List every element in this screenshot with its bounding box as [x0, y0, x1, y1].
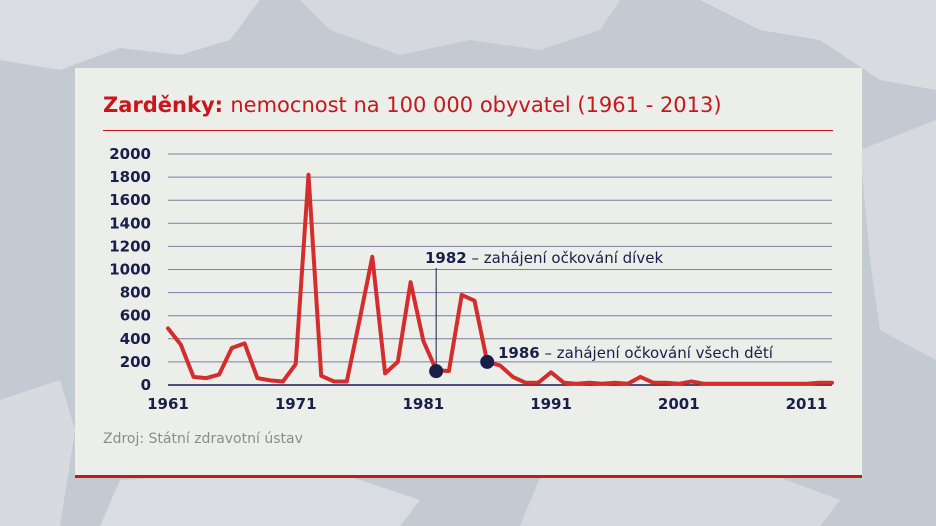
y-tick-label: 1000 — [109, 261, 151, 279]
y-tick-label: 1400 — [109, 214, 151, 232]
bottom-rule — [75, 475, 862, 478]
annotation-text: – zahájení očkování všech dětí — [540, 344, 774, 362]
x-tick-label: 2001 — [658, 395, 700, 413]
x-tick-label: 1981 — [403, 395, 445, 413]
annotation-year: 1982 — [425, 249, 467, 267]
source-note: Zdroj: Státní zdravotní ústav — [103, 431, 303, 447]
annotation-marker — [429, 364, 444, 379]
y-tick-label: 200 — [120, 353, 151, 371]
y-tick-label: 1600 — [109, 191, 151, 209]
x-tick-label: 2011 — [786, 395, 828, 413]
chart-svg: 0 200 400 600 800 1000 1200 1400 1600 1800 2000 196… — [109, 145, 834, 413]
y-tick-label: 600 — [120, 307, 151, 325]
annotation-text: – zahájení očkování dívek — [467, 249, 664, 267]
title-bold: Zarděnky: — [103, 93, 224, 117]
x-tick-label: 1991 — [530, 395, 572, 413]
annotation-label: 1982 – zahájení očkování dívek — [425, 249, 663, 267]
chart-title: Zarděnky: nemocnost na 100 000 obyvatel … — [103, 93, 722, 117]
y-tick-label: 0 — [141, 376, 151, 394]
annotation-label: 1986 – zahájení očkování všech dětí — [498, 344, 774, 362]
title-rest: nemocnost na 100 000 obyvatel (1961 - 20… — [230, 93, 722, 117]
y-tick-label: 2000 — [109, 145, 151, 163]
series-line — [166, 172, 834, 386]
annotation-year: 1986 — [498, 344, 540, 362]
y-tick-label: 400 — [120, 330, 151, 348]
x-tick-label: 1961 — [147, 395, 189, 413]
y-tick-label: 1800 — [109, 168, 151, 186]
y-tick-label: 1200 — [109, 237, 151, 255]
chart-panel: Zarděnky: nemocnost na 100 000 obyvatel … — [75, 68, 862, 478]
title-rule — [103, 130, 833, 131]
x-tick-label: 1971 — [275, 395, 317, 413]
annotation-marker — [480, 354, 495, 369]
y-tick-label: 800 — [120, 284, 151, 302]
